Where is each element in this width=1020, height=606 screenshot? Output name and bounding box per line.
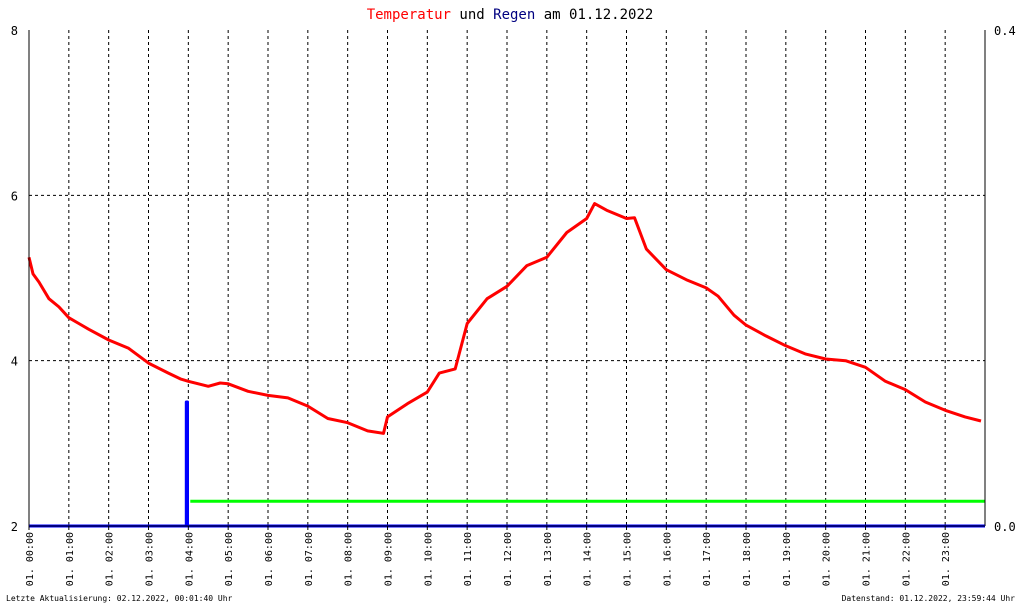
x-tick-label: 01. 00:00 — [25, 532, 36, 586]
x-tick-label: 01. 23:00 — [941, 532, 952, 586]
x-tick-label: 01. 08:00 — [344, 532, 355, 586]
x-tick-label: 01. 19:00 — [782, 532, 793, 586]
x-tick-label: 01. 14:00 — [583, 532, 594, 586]
x-tick-label: 01. 18:00 — [742, 532, 753, 586]
x-tick-label: 01. 05:00 — [224, 532, 235, 586]
x-tick-label: 01. 01:00 — [65, 532, 76, 586]
footer-data-status: Datenstand: 01.12.2022, 23:59:44 Uhr — [842, 594, 1016, 603]
x-tick-label: 01. 11:00 — [463, 532, 474, 586]
y-left-tick-label: 2 — [11, 520, 18, 534]
x-tick-label: 01. 10:00 — [423, 532, 434, 586]
y-left-tick-label: 4 — [11, 355, 18, 369]
series-line-1 — [27, 202, 982, 435]
title-date: am 01.12.2022 — [544, 7, 654, 23]
x-tick-label: 01. 16:00 — [662, 532, 673, 586]
title-rain: Regen — [493, 7, 535, 23]
x-tick-label: 01. 07:00 — [304, 532, 315, 586]
x-tick-label: 01. 21:00 — [862, 532, 873, 586]
title-temperature: Temperatur — [367, 7, 451, 23]
x-tick-label: 01. 13:00 — [543, 532, 554, 586]
x-tick-label: 01. 20:00 — [822, 532, 833, 586]
footer-last-update: Letzte Aktualisierung: 02.12.2022, 00:01… — [6, 594, 233, 603]
y-left-tick-label: 6 — [11, 189, 18, 203]
x-tick-label: 01. 09:00 — [384, 532, 395, 586]
x-tick-label: 01. 03:00 — [145, 532, 156, 586]
x-tick-label: 01. 12:00 — [503, 532, 514, 586]
x-tick-label: 01. 15:00 — [623, 532, 634, 586]
chart-title: Temperatur und Regen am 01.12.2022 — [367, 7, 654, 23]
grid-lines — [29, 30, 985, 526]
y-axis-left: 2 4 6 8 — [11, 24, 18, 534]
series-lines — [27, 202, 985, 528]
y-left-tick-label: 8 — [11, 24, 18, 38]
x-tick-label: 01. 06:00 — [264, 532, 275, 586]
title-and: und — [459, 7, 493, 23]
y-right-tick-label: 0.0 — [994, 520, 1016, 534]
y-right-tick-label: 0.4 — [994, 24, 1016, 38]
y-axis-right: 0.0 0.4 — [994, 24, 1016, 534]
x-tick-label: 01. 04:00 — [184, 532, 195, 586]
x-tick-label: 01. 22:00 — [901, 532, 912, 586]
x-tick-label: 01. 02:00 — [105, 532, 116, 586]
x-axis: 01. 00:00 01. 01:00 01. 02:00 01. 03:00 01. … — [25, 526, 952, 586]
x-tick-label: 01. 17:00 — [702, 532, 713, 586]
